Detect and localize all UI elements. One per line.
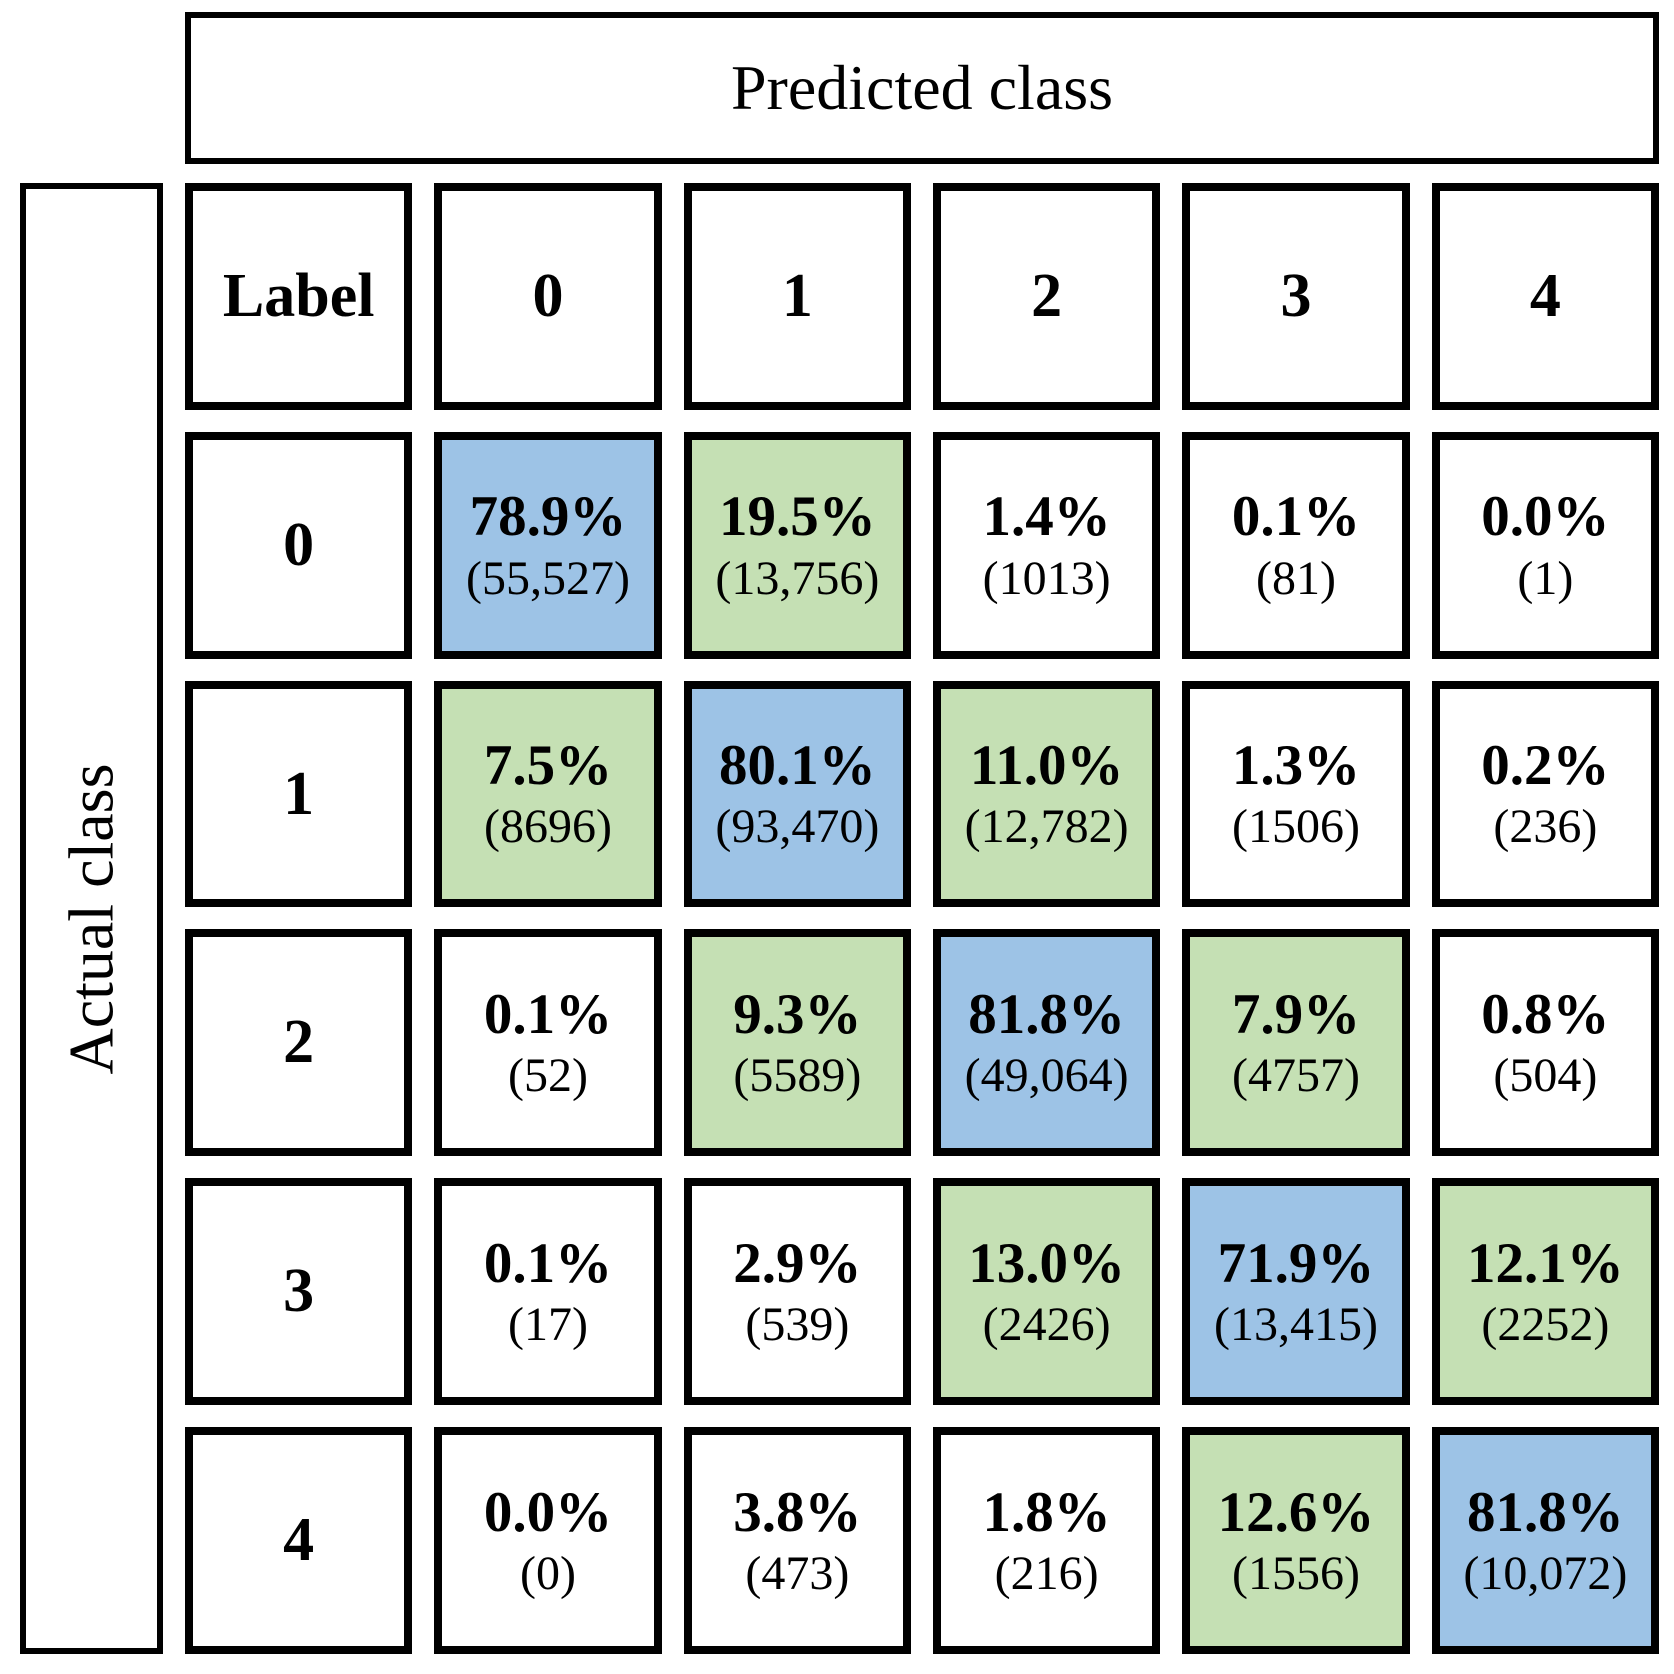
matrix-cell-r1c3: 1.3% (1506) — [1182, 680, 1410, 908]
matrix-cell-r3c1: 2.9% (539) — [683, 1178, 911, 1406]
count-value: (0) — [520, 1546, 576, 1600]
matrix-cell-r1c2: 11.0% (12,782) — [932, 680, 1161, 908]
count-value: (236) — [1493, 800, 1598, 854]
percent-value: 0.0% — [1481, 485, 1610, 549]
count-value: (1506) — [1232, 800, 1360, 854]
percent-value: 7.5% — [483, 734, 613, 798]
count-value: (49,064) — [964, 1049, 1129, 1103]
count-value: (8696) — [484, 800, 612, 854]
row-header-0: 0 — [185, 431, 413, 659]
matrix-cell-r0c3: 0.1% (81) — [1182, 431, 1410, 659]
count-value: (12,782) — [964, 800, 1129, 854]
row-header-2: 2 — [185, 929, 413, 1157]
percent-value: 81.8% — [1466, 1480, 1624, 1544]
percent-value: 13.0% — [968, 1231, 1126, 1295]
percent-value: 1.4% — [982, 485, 1111, 549]
count-value: (216) — [994, 1546, 1099, 1600]
percent-value: 78.9% — [469, 485, 627, 549]
matrix-cell-r2c4: 0.8% (504) — [1431, 929, 1659, 1157]
predicted-class-header: Predicted class — [185, 12, 1659, 164]
corner-label-cell: Label — [185, 183, 413, 410]
percent-value: 0.2% — [1481, 734, 1610, 798]
percent-value: 1.8% — [982, 1480, 1111, 1544]
count-value: (1) — [1517, 551, 1574, 605]
matrix-cell-r0c2: 1.4% (1013) — [932, 431, 1161, 659]
matrix-cell-r1c0: 7.5% (8696) — [434, 680, 662, 908]
count-value: (4757) — [1232, 1049, 1360, 1103]
matrix-cell-r3c2: 13.0% (2426) — [932, 1178, 1161, 1406]
count-value: (1556) — [1232, 1546, 1360, 1600]
percent-value: 3.8% — [733, 1480, 862, 1544]
count-value: (17) — [508, 1298, 588, 1352]
col-header-0: 0 — [434, 183, 662, 410]
percent-value: 71.9% — [1217, 1231, 1375, 1295]
actual-class-header: Actual class — [20, 183, 163, 1654]
matrix-cell-r4c3: 12.6% (1556) — [1182, 1427, 1410, 1654]
count-value: (93,470) — [715, 800, 880, 854]
matrix-cell-r2c3: 7.9% (4757) — [1182, 929, 1410, 1157]
row-header-3: 3 — [185, 1178, 413, 1406]
percent-value: 19.5% — [718, 485, 876, 549]
count-value: (10,072) — [1463, 1546, 1628, 1600]
count-value: (1013) — [982, 551, 1111, 605]
percent-value: 0.1% — [483, 982, 613, 1046]
count-value: (13,756) — [715, 551, 880, 605]
percent-value: 0.8% — [1481, 982, 1610, 1046]
count-value: (473) — [745, 1546, 850, 1600]
matrix-cell-r4c2: 1.8% (216) — [932, 1427, 1161, 1654]
percent-value: 12.1% — [1466, 1231, 1624, 1295]
col-header-2: 2 — [932, 183, 1161, 410]
percent-value: 7.9% — [1231, 982, 1361, 1046]
matrix-cell-r4c4: 81.8% (10,072) — [1431, 1427, 1659, 1654]
matrix-cell-r1c1: 80.1% (93,470) — [683, 680, 911, 908]
col-header-3: 3 — [1182, 183, 1410, 410]
col-header-4: 4 — [1431, 183, 1659, 410]
count-value: (52) — [508, 1049, 588, 1103]
count-value: (13,415) — [1214, 1298, 1378, 1352]
percent-value: 1.3% — [1231, 734, 1361, 798]
row-header-1: 1 — [185, 680, 413, 908]
matrix-cell-r4c0: 0.0% (0) — [434, 1427, 662, 1654]
count-value: (2252) — [1481, 1298, 1610, 1352]
count-value: (2426) — [982, 1298, 1111, 1352]
matrix-cell-r2c1: 9.3% (5589) — [683, 929, 911, 1157]
matrix-cell-r0c4: 0.0% (1) — [1431, 431, 1659, 659]
count-value: (504) — [1493, 1049, 1598, 1103]
percent-value: 9.3% — [733, 982, 862, 1046]
predicted-class-label: Predicted class — [730, 52, 1114, 123]
row-header-4: 4 — [185, 1427, 413, 1654]
col-header-1: 1 — [683, 183, 911, 410]
actual-class-label: Actual class — [55, 763, 127, 1074]
count-value: (81) — [1256, 551, 1336, 605]
matrix-cell-r0c1: 19.5% (13,756) — [683, 431, 911, 659]
matrix-cell-r3c0: 0.1% (17) — [434, 1178, 662, 1406]
matrix-cell-r3c3: 71.9% (13,415) — [1182, 1178, 1410, 1406]
percent-value: 2.9% — [733, 1231, 862, 1295]
percent-value: 81.8% — [968, 982, 1126, 1046]
matrix-grid: Label 0 1 2 3 4 0 78.9% (55,527) 19.5% (… — [185, 183, 1659, 1654]
matrix-cell-r1c4: 0.2% (236) — [1431, 680, 1659, 908]
percent-value: 80.1% — [718, 734, 876, 798]
count-value: (539) — [745, 1298, 850, 1352]
matrix-cell-r4c1: 3.8% (473) — [683, 1427, 911, 1654]
matrix-cell-r2c0: 0.1% (52) — [434, 929, 662, 1157]
percent-value: 11.0% — [969, 734, 1124, 798]
percent-value: 12.6% — [1217, 1480, 1375, 1544]
count-value: (5589) — [733, 1049, 862, 1103]
matrix-cell-r2c2: 81.8% (49,064) — [932, 929, 1161, 1157]
percent-value: 0.0% — [483, 1480, 613, 1544]
matrix-cell-r0c0: 78.9% (55,527) — [434, 431, 662, 659]
percent-value: 0.1% — [1231, 485, 1361, 549]
count-value: (55,527) — [466, 551, 630, 605]
matrix-cell-r3c4: 12.1% (2252) — [1431, 1178, 1659, 1406]
percent-value: 0.1% — [483, 1231, 613, 1295]
